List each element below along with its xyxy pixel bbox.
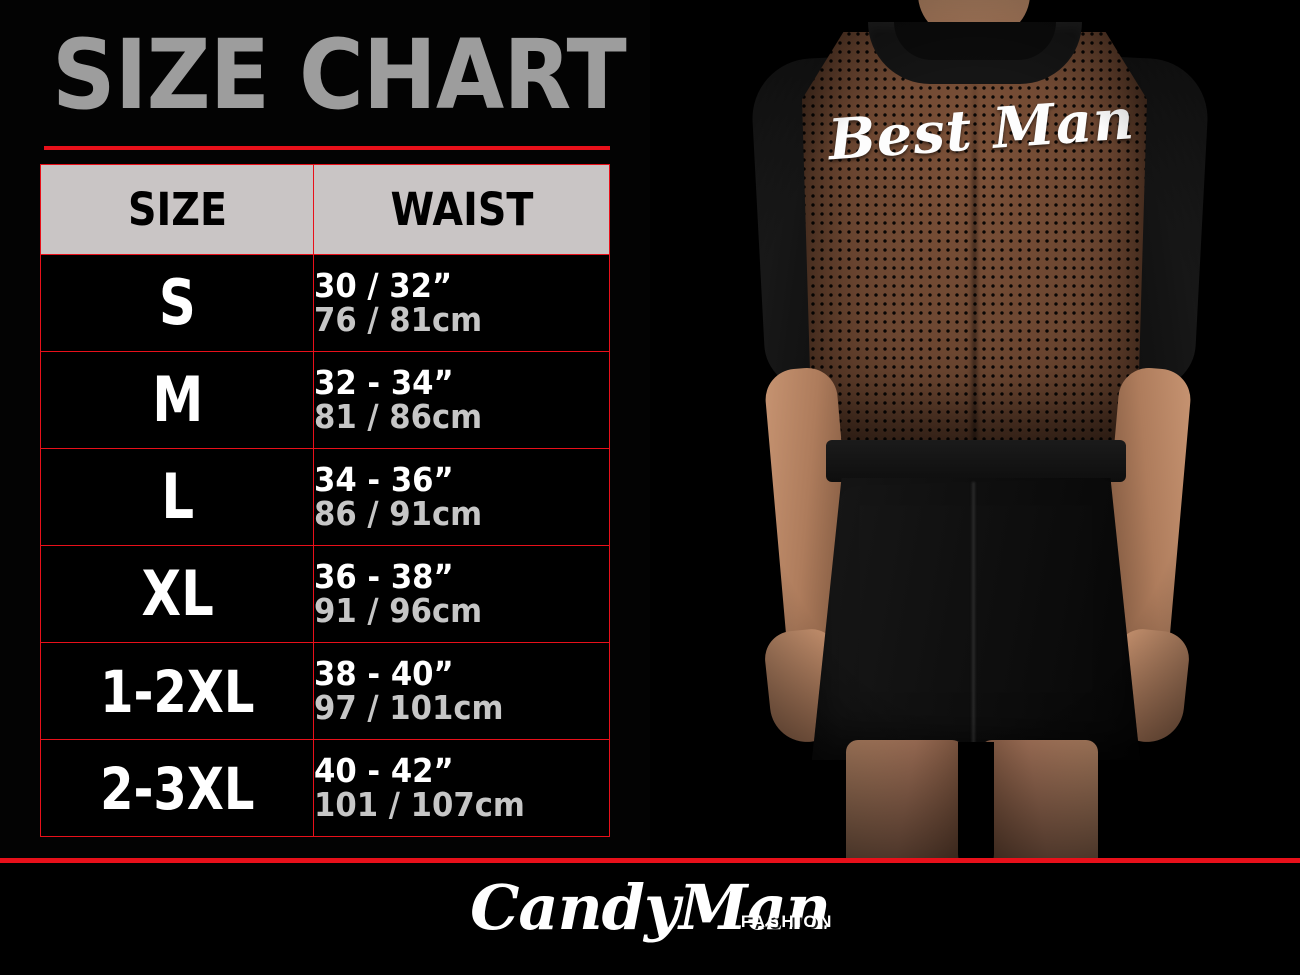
- size-cell: XL: [53, 545, 301, 643]
- table-body: S 30 / 32” 76 / 81cm M 32 - 34” 81 / 86c…: [40, 254, 610, 837]
- size-label: S: [158, 266, 196, 339]
- title-divider-rule: [44, 146, 610, 150]
- column-header-waist: WAIST: [330, 164, 593, 255]
- product-photo: Best Man: [650, 0, 1300, 860]
- garment-skirt-seam: [972, 482, 975, 754]
- table-row: M 32 - 34” 81 / 86cm: [40, 351, 610, 449]
- brand-logo: CandyMan FASHION: [0, 875, 1300, 941]
- table-row: XL 36 - 38” 91 / 96cm: [40, 545, 610, 643]
- waist-cell: 30 / 32” 76 / 81cm: [313, 254, 610, 352]
- brand-tagline: FASHION: [740, 912, 834, 931]
- model-leg-gap: [958, 742, 994, 860]
- model-leg-right: [980, 740, 1098, 860]
- brand-name: CandyMan FASHION: [470, 875, 831, 941]
- waist-cell: 32 - 34” 81 / 86cm: [313, 351, 610, 449]
- waist-cell: 40 - 42” 101 / 107cm: [313, 739, 610, 837]
- garment-skirt: [812, 478, 1140, 760]
- size-label: L: [160, 460, 194, 533]
- page-title: SIZE CHART: [52, 19, 627, 131]
- size-cell: S: [53, 254, 301, 352]
- waist-cm: 81 / 86cm: [314, 397, 483, 436]
- table-row: 1-2XL 38 - 40” 97 / 101cm: [40, 642, 610, 740]
- table-header: SIZE WAIST: [40, 164, 610, 255]
- waist-cm: 86 / 91cm: [314, 494, 483, 533]
- waist-inches: 40 - 42”: [314, 751, 454, 791]
- size-cell: L: [53, 448, 301, 546]
- size-cell: 1-2XL: [53, 642, 301, 740]
- waist-cm: 76 / 81cm: [314, 300, 483, 339]
- waist-cell: 34 - 36” 86 / 91cm: [313, 448, 610, 546]
- waist-cell: 36 - 38” 91 / 96cm: [313, 545, 610, 643]
- model-leg-left: [846, 740, 964, 860]
- waist-inches: 36 - 38”: [314, 557, 454, 597]
- waist-inches: 30 / 32”: [314, 266, 453, 306]
- waist-inches: 32 - 34”: [314, 363, 454, 403]
- waist-cm: 101 / 107cm: [314, 785, 525, 824]
- size-label: M: [151, 363, 203, 436]
- size-label: XL: [140, 557, 214, 630]
- size-chart-table: SIZE WAIST S 30 / 32” 76 / 81cm M: [40, 164, 610, 837]
- table-row: L 34 - 36” 86 / 91cm: [40, 448, 610, 546]
- size-label: 1-2XL: [99, 657, 255, 726]
- garment-collar: [868, 22, 1082, 84]
- column-header-size: SIZE: [56, 164, 298, 255]
- size-cell: M: [53, 351, 301, 449]
- footer-divider-rule: [0, 858, 1300, 863]
- waist-inches: 34 - 36”: [314, 460, 454, 500]
- waist-cell: 38 - 40” 97 / 101cm: [313, 642, 610, 740]
- brand-name-text: CandyMan: [470, 871, 831, 944]
- size-label: 2-3XL: [99, 754, 255, 823]
- size-cell: 2-3XL: [53, 739, 301, 837]
- waist-inches: 38 - 40”: [314, 654, 454, 694]
- table-row: 2-3XL 40 - 42” 101 / 107cm: [40, 739, 610, 837]
- model-figure: Best Man: [650, 0, 1300, 860]
- table-row: S 30 / 32” 76 / 81cm: [40, 254, 610, 352]
- footer: CandyMan FASHION: [0, 863, 1300, 975]
- garment-waistband: [826, 440, 1126, 482]
- table-header-row: SIZE WAIST: [40, 164, 610, 255]
- waist-cm: 91 / 96cm: [314, 591, 483, 630]
- size-chart-panel: SIZE CHART SIZE WAIST S 30 / 32” 76 / 81…: [0, 0, 650, 860]
- waist-cm: 97 / 101cm: [314, 688, 504, 727]
